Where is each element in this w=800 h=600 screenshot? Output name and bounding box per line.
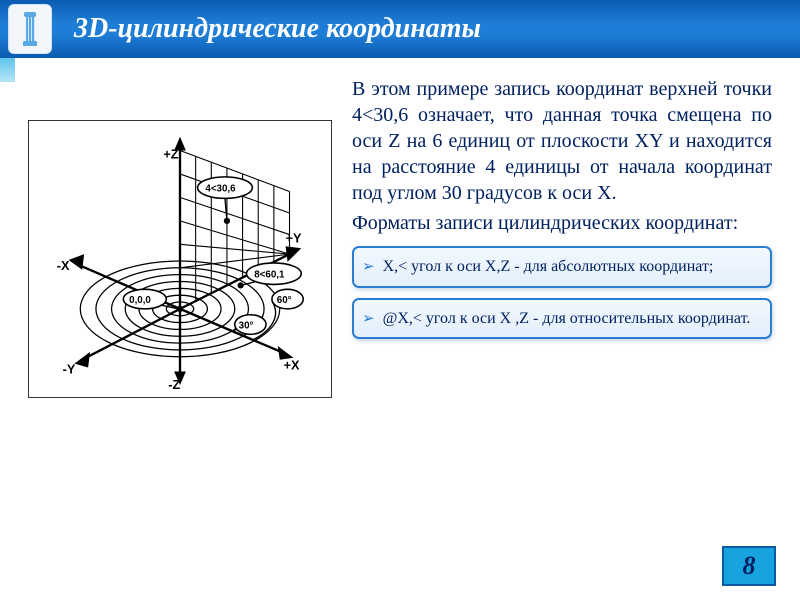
format-box-relative: ➢ @X,< угол к оси X ,Z - для относительн… <box>352 298 772 340</box>
svg-text:4<30,6: 4<30,6 <box>205 184 236 195</box>
svg-text:-Z: -Z <box>168 377 180 391</box>
content-area: +Z -Z +X -X +Y -Y 0,0,0 4<30,6 8<60,1 30… <box>0 58 800 398</box>
format-box-absolute: ➢ X,< угол к оси X,Z - для абсолютных ко… <box>352 246 772 288</box>
svg-text:-X: -X <box>57 258 70 273</box>
coordinate-diagram: +Z -Z +X -X +Y -Y 0,0,0 4<30,6 8<60,1 30… <box>28 120 332 398</box>
paragraph-formats-intro: Форматы записи цилиндрических координат: <box>352 210 772 236</box>
format-list: ➢ X,< угол к оси X,Z - для абсолютных ко… <box>352 246 772 339</box>
svg-text:60°: 60° <box>277 295 292 306</box>
svg-text:+Z: +Z <box>163 146 178 161</box>
svg-text:0,0,0: 0,0,0 <box>129 295 151 306</box>
format-text: @X,< угол к оси X ,Z - для относительных… <box>383 308 751 330</box>
bullet-icon: ➢ <box>362 257 375 277</box>
header-bar: 3D-цилиндрические координаты <box>0 0 800 58</box>
page-number-badge: 8 <box>722 546 776 586</box>
svg-text:-Y: -Y <box>63 361 76 376</box>
svg-text:30°: 30° <box>239 320 254 331</box>
svg-text:+Y: +Y <box>286 230 302 245</box>
svg-text:+X: +X <box>284 357 300 372</box>
text-column: В этом примере запись координат верхней … <box>352 76 772 398</box>
bullet-icon: ➢ <box>362 309 375 329</box>
logo <box>8 4 52 54</box>
format-text: X,< угол к оси X,Z - для абсолютных коор… <box>383 256 714 278</box>
svg-text:8<60,1: 8<60,1 <box>254 270 285 281</box>
pillar-icon <box>21 10 39 48</box>
paragraph-main: В этом примере запись координат верхней … <box>352 76 772 206</box>
left-accent-strip <box>0 58 15 82</box>
diagram-column: +Z -Z +X -X +Y -Y 0,0,0 4<30,6 8<60,1 30… <box>28 76 332 398</box>
page-title: 3D-цилиндрические координаты <box>74 13 481 45</box>
